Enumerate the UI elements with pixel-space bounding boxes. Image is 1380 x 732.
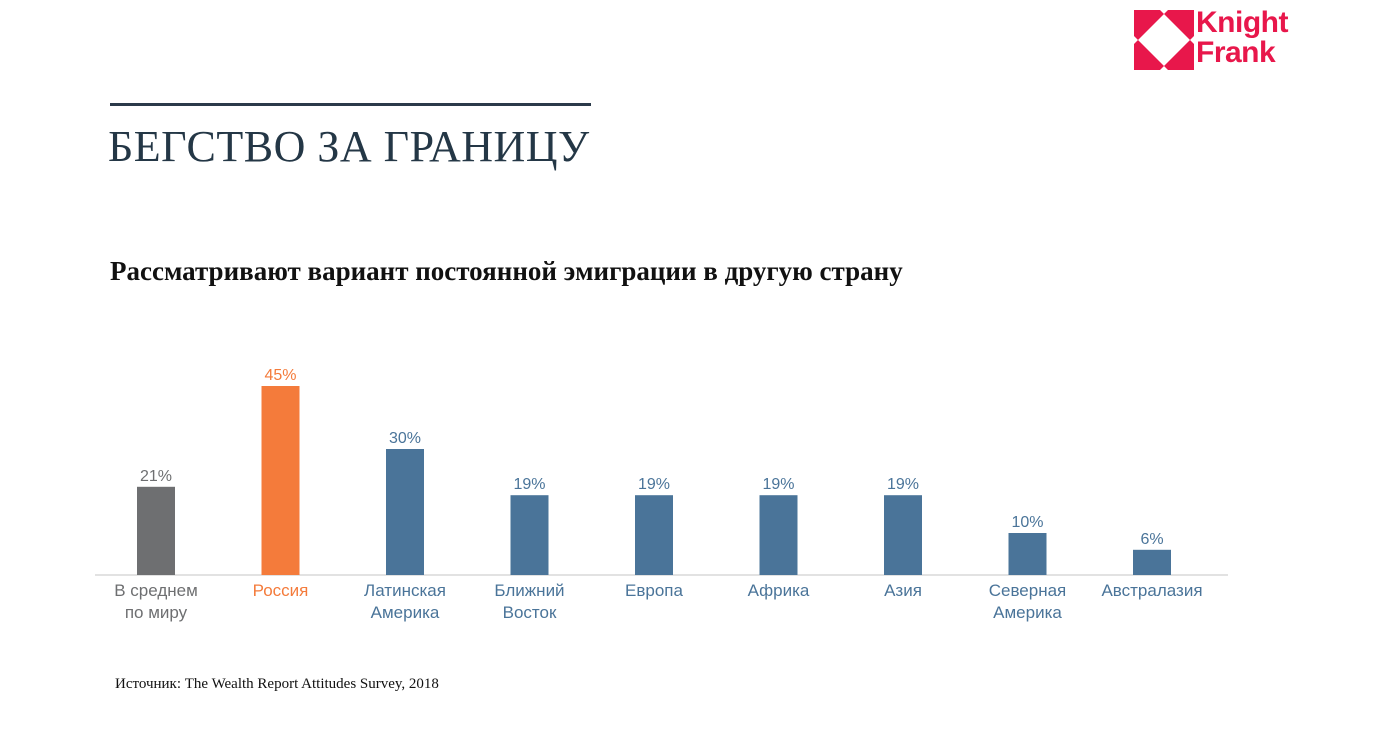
- chart-title: Рассматривают вариант постоянной эмиграц…: [110, 256, 903, 286]
- category-label-8: Австралазия: [1101, 581, 1202, 600]
- bar-4: [635, 495, 673, 575]
- data-label-0: 21%: [140, 468, 172, 485]
- category-label-0-line-1: по миру: [125, 603, 188, 622]
- category-label-1-line-0: Россия: [253, 581, 309, 600]
- category-label-5: Африка: [748, 581, 810, 600]
- bar-7: [1008, 533, 1047, 575]
- data-label-2: 30%: [389, 430, 421, 447]
- category-label-2-line-1: Америка: [371, 603, 440, 622]
- bar-2: [386, 449, 424, 575]
- data-label-3: 19%: [513, 476, 545, 493]
- category-label-3: Ближний Восток: [494, 581, 564, 622]
- category-label-3-line-1: Восток: [503, 603, 557, 622]
- category-label-0-line-0: В среднем: [114, 581, 198, 600]
- data-label-8: 6%: [1140, 531, 1163, 548]
- category-label-0: В среднем по миру: [114, 581, 198, 622]
- category-label-4-line-0: Европа: [625, 581, 683, 600]
- category-label-4: Европа: [625, 581, 683, 600]
- category-label-6: Азия: [884, 581, 922, 600]
- category-label-3-line-0: Ближний: [494, 581, 564, 600]
- category-label-7-line-1: Америка: [993, 603, 1062, 622]
- source-note: Источник: The Wealth Report Attitudes Su…: [115, 676, 439, 692]
- logo-wordmark: Knight Frank: [1196, 8, 1288, 68]
- title-rule: [110, 103, 591, 106]
- slide-title: БЕГСТВО ЗА ГРАНИЦУ: [108, 122, 590, 171]
- category-label-6-line-0: Азия: [884, 581, 922, 600]
- knight-frank-logo-mark-icon: [1134, 10, 1194, 70]
- data-label-1: 45%: [264, 367, 296, 384]
- category-label-5-line-0: Африка: [748, 581, 810, 600]
- bar-5: [759, 495, 798, 575]
- bar-8: [1133, 549, 1171, 575]
- data-label-5: 19%: [762, 476, 794, 493]
- logo-line-1: Knight: [1196, 6, 1288, 39]
- category-label-8-line-0: Австралазия: [1101, 581, 1202, 600]
- bar-6: [884, 495, 922, 575]
- bar-0: [137, 486, 175, 575]
- category-label-7: Северная Америка: [989, 581, 1067, 622]
- category-label-7-line-0: Северная: [989, 581, 1067, 600]
- bar-chart: 21% В среднем по миру 45% Россия 30% Латинская…: [95, 367, 1228, 622]
- category-label-1: Россия: [253, 581, 309, 600]
- data-label-7: 10%: [1011, 514, 1043, 531]
- bar-1: [261, 386, 300, 575]
- category-label-2-line-0: Латинская: [364, 581, 446, 600]
- data-label-4: 19%: [638, 476, 670, 493]
- data-label-6: 19%: [887, 476, 919, 493]
- bar-3: [510, 495, 549, 575]
- knight-frank-logo: Knight Frank: [1134, 8, 1304, 72]
- logo-line-2: Frank: [1196, 36, 1276, 69]
- category-label-2: Латинская Америка: [364, 581, 446, 622]
